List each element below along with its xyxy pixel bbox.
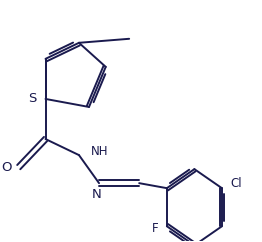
Text: NH: NH xyxy=(91,144,108,158)
Text: N: N xyxy=(91,188,101,201)
Text: S: S xyxy=(28,92,36,106)
Text: Cl: Cl xyxy=(230,177,242,190)
Text: F: F xyxy=(152,222,159,235)
Text: O: O xyxy=(1,161,11,174)
